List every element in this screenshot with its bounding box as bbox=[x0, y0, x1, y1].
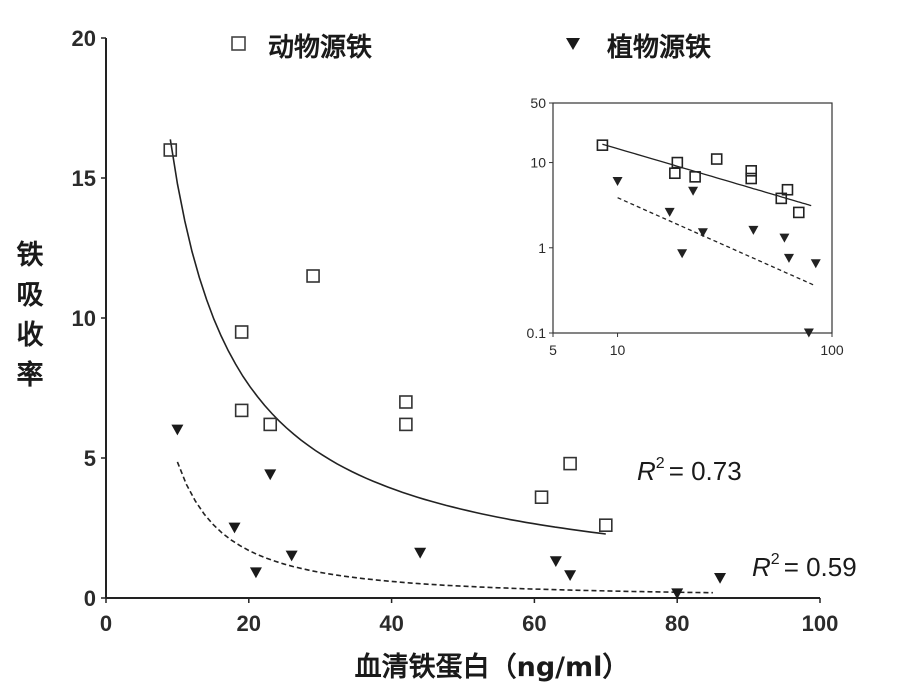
inset-data-points bbox=[596, 139, 821, 338]
inset-fit-line-animal bbox=[602, 143, 812, 207]
r-squared-symbol: R bbox=[752, 552, 771, 582]
legend-filled-triangle-marker bbox=[566, 38, 580, 50]
y-axis-title-char: 收 bbox=[17, 320, 44, 351]
y-tick-label: 20 bbox=[72, 26, 96, 51]
inset-data-point-plant bbox=[697, 228, 708, 238]
x-tick-label: 60 bbox=[522, 611, 546, 636]
data-point-animal bbox=[234, 403, 249, 418]
inset-ticks: 5 10 100 0.1 1 10 50 bbox=[527, 95, 844, 358]
x-tick-label: 0 bbox=[100, 611, 112, 636]
inset-data-point-plant bbox=[803, 328, 814, 338]
inset-y-tick-label: 50 bbox=[530, 95, 546, 111]
inset-data-point-animal bbox=[596, 139, 609, 151]
data-point-plant bbox=[171, 424, 184, 436]
inset-data-point-plant bbox=[810, 259, 821, 269]
inset-frame bbox=[552, 102, 833, 334]
inset-x-tick-label: 10 bbox=[610, 342, 626, 358]
svg-text:R2= 0.59: R2 = 0.59 bbox=[752, 551, 857, 582]
data-point-plant bbox=[414, 547, 427, 559]
inset-data-point-plant bbox=[779, 233, 790, 243]
legend: 动物源铁 植物源铁 bbox=[231, 32, 711, 63]
inset-data-point-plant bbox=[688, 186, 699, 196]
y-axis-title-char: 率 bbox=[17, 359, 44, 391]
data-point-animal bbox=[306, 269, 320, 283]
inset-y-tick-label: 1 bbox=[538, 240, 546, 256]
inset-data-point-animal bbox=[689, 171, 701, 183]
inset-data-point-plant bbox=[677, 249, 688, 259]
y-axis-title-char: 吸 bbox=[17, 280, 44, 311]
inset-data-point-animal bbox=[781, 183, 794, 196]
inset-fit-lines bbox=[602, 143, 814, 286]
x-tick-label: 80 bbox=[665, 611, 689, 636]
main-data-points bbox=[163, 143, 727, 600]
r-squared-value-animal: = 0.73 bbox=[669, 456, 742, 486]
data-point-animal bbox=[163, 143, 178, 157]
y-tick-label: 5 bbox=[84, 446, 96, 471]
inset-data-point-animal bbox=[710, 153, 723, 165]
inset-y-tick-label: 10 bbox=[530, 155, 546, 171]
y-tick-label: 15 bbox=[72, 166, 96, 191]
inset-data-point-plant bbox=[612, 176, 623, 186]
inset-data-point-animal bbox=[745, 165, 758, 177]
fit-line-plant bbox=[176, 461, 713, 594]
data-point-animal bbox=[534, 490, 549, 505]
data-point-plant bbox=[671, 588, 684, 600]
data-point-plant bbox=[264, 469, 277, 481]
inset-data-point-animal bbox=[669, 167, 681, 180]
data-point-animal bbox=[234, 325, 249, 339]
inset-data-point-animal bbox=[792, 206, 805, 219]
y-axis-title-char: 铁 bbox=[17, 240, 44, 271]
data-point-plant bbox=[285, 550, 298, 562]
legend-label-animal: 动物源铁 bbox=[268, 32, 372, 63]
y-tick-label: 10 bbox=[72, 306, 96, 331]
inset-data-point-animal bbox=[775, 192, 788, 205]
data-point-animal bbox=[563, 456, 577, 471]
inset-data-point-plant bbox=[664, 207, 675, 217]
inset-data-point-animal bbox=[745, 172, 758, 185]
r-squared-plant: R2 = 0.59 bbox=[752, 551, 857, 582]
data-point-animal bbox=[399, 417, 413, 432]
legend-label-plant: 植物源铁 bbox=[607, 32, 711, 63]
inset-x-tick-label: 100 bbox=[820, 342, 844, 358]
r-squared-animal: R2 = 0.73 bbox=[637, 455, 742, 486]
svg-text:R2= 0.73: R2 = 0.73 bbox=[637, 455, 742, 486]
legend-item-plant: 植物源铁 bbox=[566, 32, 711, 63]
data-point-plant bbox=[714, 573, 727, 584]
legend-item-animal: 动物源铁 bbox=[231, 32, 372, 63]
fit-line-animal bbox=[169, 139, 606, 535]
x-tick-label: 20 bbox=[237, 611, 261, 636]
inset-data-point-plant bbox=[783, 253, 794, 263]
inset-fit-line-plant bbox=[617, 197, 814, 286]
r-squared-symbol: R bbox=[637, 456, 656, 486]
data-point-animal bbox=[598, 518, 613, 533]
main-fit-lines bbox=[169, 139, 713, 594]
inset-y-tick-label: 0.1 bbox=[527, 325, 547, 341]
data-point-animal bbox=[399, 395, 413, 409]
data-point-plant bbox=[564, 570, 577, 581]
inset-x-tick-label: 5 bbox=[549, 342, 557, 358]
x-axis-title: 血清铁蛋白（ng/ml） bbox=[355, 651, 630, 683]
y-tick-label: 0 bbox=[84, 586, 96, 611]
data-point-plant bbox=[549, 556, 562, 567]
data-point-animal bbox=[263, 417, 278, 432]
x-tick-label: 100 bbox=[802, 611, 839, 636]
data-point-plant bbox=[228, 522, 241, 534]
r-squared-exponent: 2 bbox=[656, 455, 665, 472]
r-squared-exponent: 2 bbox=[771, 551, 780, 568]
data-point-plant bbox=[249, 567, 262, 579]
r-squared-value-plant: = 0.59 bbox=[784, 552, 857, 582]
x-tick-label: 40 bbox=[379, 611, 403, 636]
inset-data-point-plant bbox=[748, 225, 759, 235]
inset-chart: 5 10 100 0.1 1 10 50 bbox=[527, 95, 844, 358]
legend-open-square-marker bbox=[231, 36, 246, 51]
